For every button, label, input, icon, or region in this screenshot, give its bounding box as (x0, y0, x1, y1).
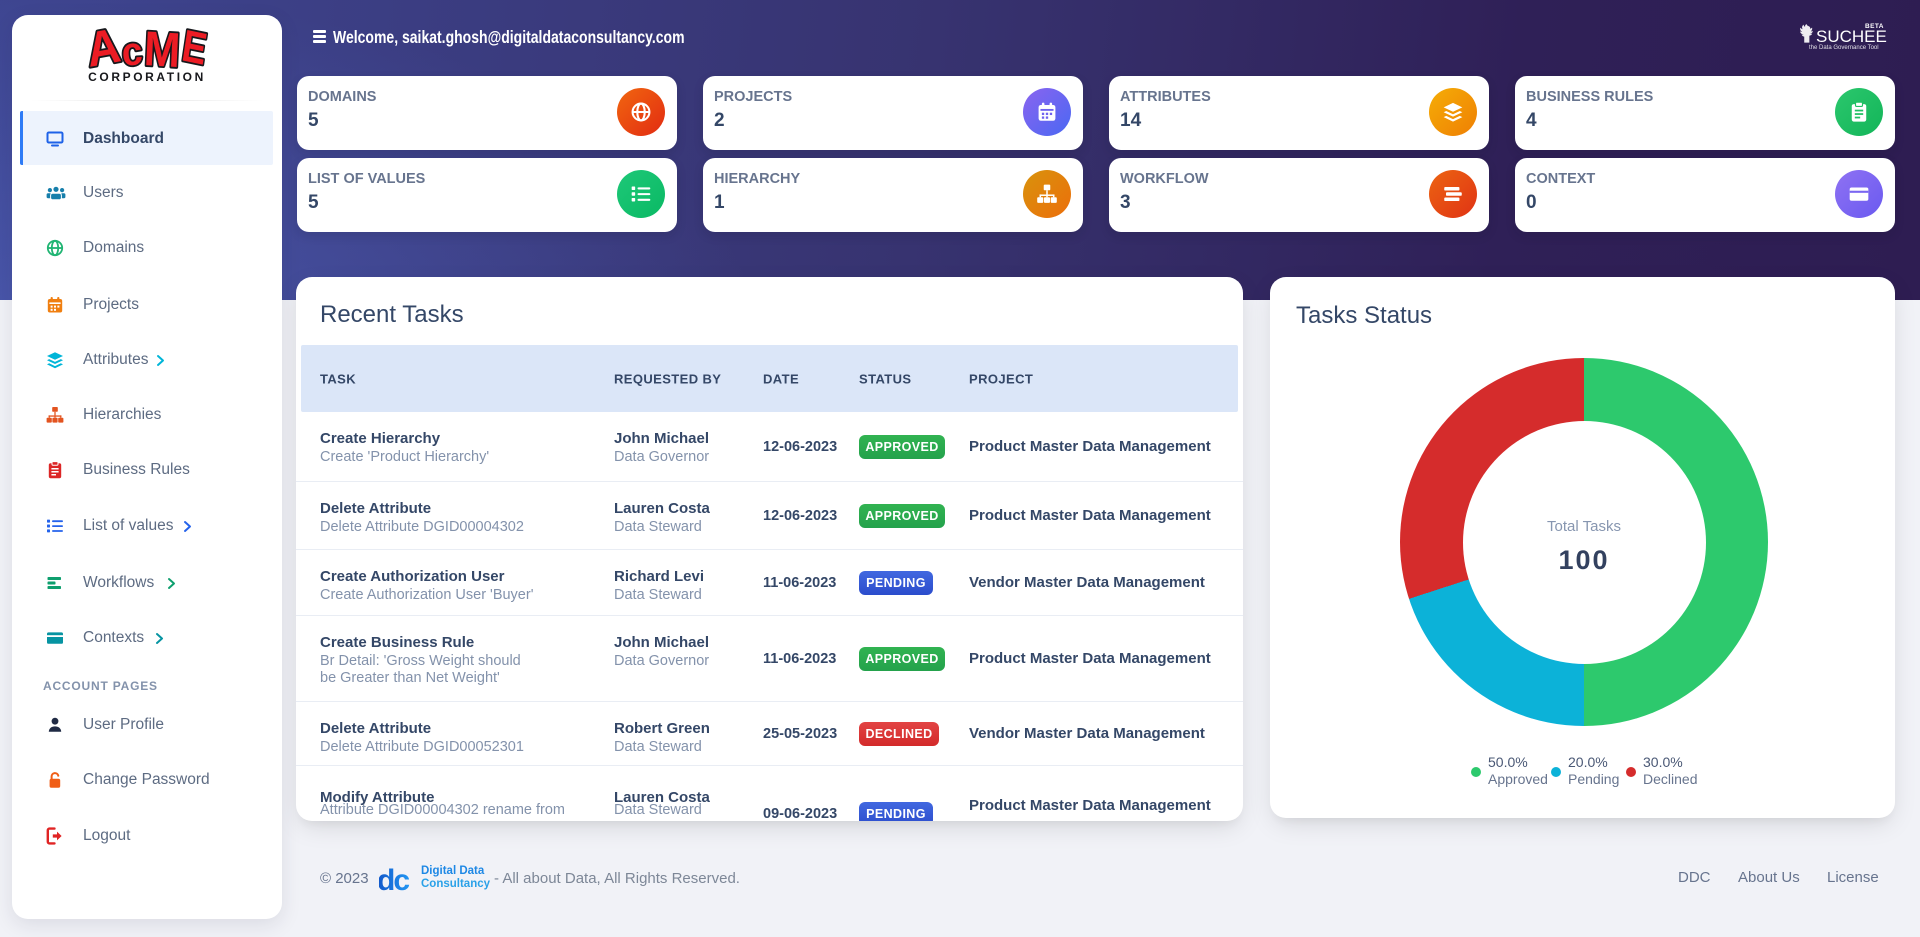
svg-text:A: A (83, 20, 124, 74)
svg-text:M: M (143, 21, 182, 74)
svg-text:dc: dc (379, 864, 409, 894)
svg-text:E: E (179, 20, 210, 74)
svg-text:c: c (120, 28, 144, 74)
